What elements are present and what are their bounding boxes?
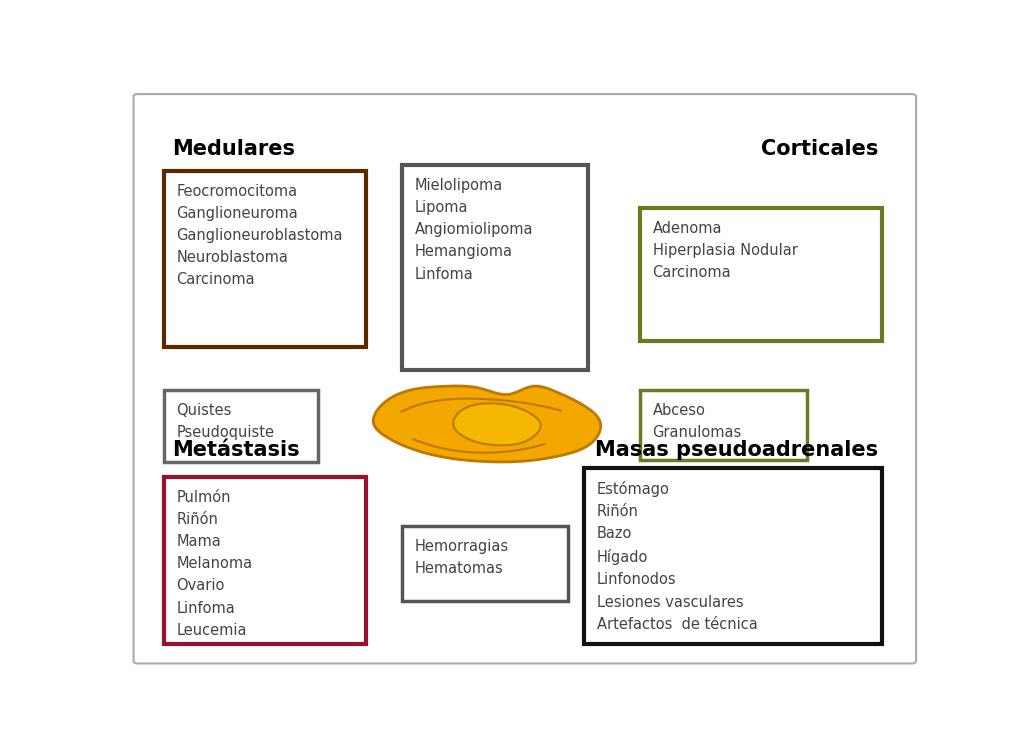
- Text: Masas pseudoadrenales: Masas pseudoadrenales: [595, 440, 878, 460]
- FancyBboxPatch shape: [164, 390, 318, 463]
- Text: Feocromocitoma
Ganglioneuroma
Ganglioneuroblastoma
Neuroblastoma
Carcinoma: Feocromocitoma Ganglioneuroma Ganglioneu…: [176, 184, 343, 287]
- Text: Hemorragias
Hematomas: Hemorragias Hematomas: [415, 538, 509, 576]
- Text: Corticales: Corticales: [761, 140, 878, 159]
- FancyBboxPatch shape: [164, 477, 367, 644]
- Polygon shape: [374, 386, 601, 462]
- FancyBboxPatch shape: [640, 390, 807, 460]
- FancyBboxPatch shape: [585, 468, 882, 644]
- Text: Pulmón
Riñón
Mama
Melanoma
Ovario
Linfoma
Leucemia: Pulmón Riñón Mama Melanoma Ovario Linfom…: [176, 490, 253, 638]
- Text: Estómago
Riñón
Bazo
Hígado
Linfonodos
Lesiones vasculares
Artefactos  de técnica: Estómago Riñón Bazo Hígado Linfonodos Le…: [597, 481, 758, 632]
- Text: Adenoma
Hiperplasia Nodular
Carcinoma: Adenoma Hiperplasia Nodular Carcinoma: [652, 221, 798, 280]
- Text: Metástasis: Metástasis: [172, 440, 299, 460]
- Text: Mielolipoma
Lipoma
Angiomiolipoma
Hemangioma
Linfoma: Mielolipoma Lipoma Angiomiolipoma Hemang…: [415, 178, 532, 281]
- Text: Medulares: Medulares: [172, 140, 295, 159]
- Polygon shape: [454, 404, 541, 445]
- FancyBboxPatch shape: [640, 209, 882, 341]
- FancyBboxPatch shape: [133, 94, 916, 664]
- Text: Abceso
Granulomas: Abceso Granulomas: [652, 403, 741, 440]
- FancyBboxPatch shape: [401, 526, 568, 601]
- FancyBboxPatch shape: [401, 165, 588, 370]
- FancyBboxPatch shape: [164, 171, 367, 347]
- Text: Quistes
Pseudoquiste: Quistes Pseudoquiste: [176, 403, 274, 440]
